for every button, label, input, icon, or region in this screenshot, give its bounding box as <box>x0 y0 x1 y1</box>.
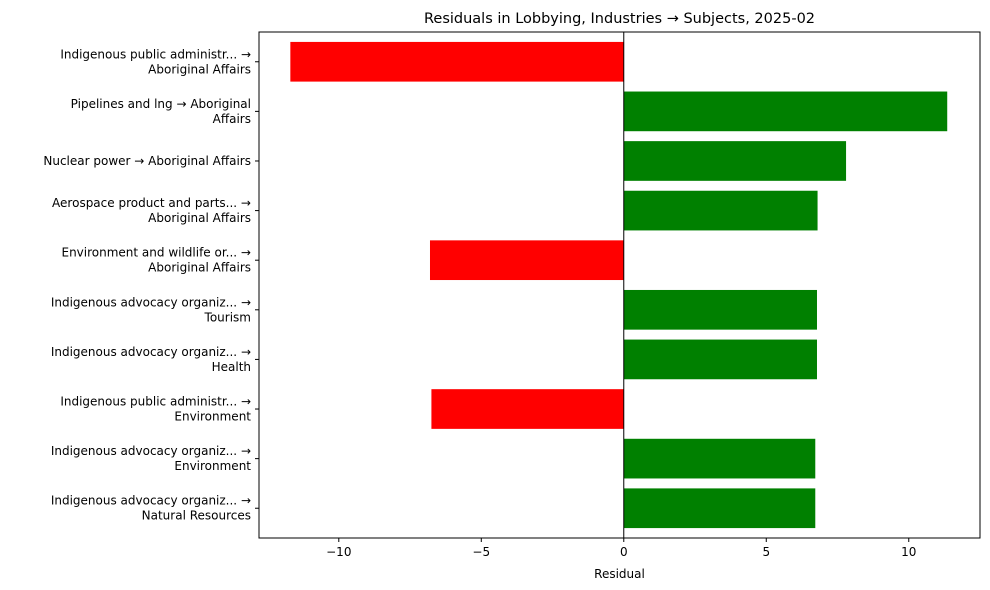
y-tick-label: Environment and wildlife or... → Aborigin… <box>61 246 251 275</box>
y-tick-label: Indigenous advocacy organiz... → Health <box>51 345 251 374</box>
bar-0 <box>290 41 624 82</box>
y-tick-label-line: Nuclear power → Aboriginal Affairs <box>43 154 251 168</box>
y-tick-label: Indigenous advocacy organiz... → Environm… <box>51 444 251 473</box>
x-tick-label: 5 <box>762 545 770 559</box>
y-tick-label-line: Environment and wildlife or... → <box>61 246 251 260</box>
y-tick-label-line: Natural Resources <box>142 509 251 523</box>
y-tick-label-line: Affairs <box>213 112 251 126</box>
bars-group <box>290 41 948 529</box>
bar-6 <box>623 339 817 380</box>
y-tick-label: Nuclear power → Aboriginal Affairs <box>43 154 251 168</box>
y-tick-label-line: Aboriginal Affairs <box>148 261 251 275</box>
y-tick-label: Indigenous advocacy organiz... → Natural … <box>51 494 251 523</box>
y-tick-label-line: Environment <box>174 410 251 424</box>
y-tick-label-line: Environment <box>174 459 251 473</box>
y-tick-label-line: Aerospace product and parts... → <box>52 196 251 210</box>
y-tick-label-line: Aboriginal Affairs <box>148 62 251 76</box>
bar-4 <box>429 240 624 281</box>
y-tick-label: Pipelines and lng → Aboriginal Affairs <box>71 97 251 126</box>
x-tick-label: 10 <box>901 545 916 559</box>
y-tick-label-line: Indigenous advocacy organiz... → <box>51 345 251 359</box>
y-tick-label-line: Indigenous advocacy organiz... → <box>51 444 251 458</box>
y-tick-label: Aerospace product and parts... → Aborigin… <box>52 196 251 225</box>
y-tick-label: Indigenous advocacy organiz... → Tourism <box>51 295 251 324</box>
y-tick-label-line: Indigenous public administr... → <box>60 47 251 61</box>
x-tick-label: 0 <box>620 545 628 559</box>
plot-frame <box>258 31 981 539</box>
bar-5 <box>623 289 817 330</box>
y-tick-label-line: Aboriginal Affairs <box>148 211 251 225</box>
y-tick-label-line: Health <box>212 360 251 374</box>
y-tick-label-line: Indigenous advocacy organiz... → <box>51 295 251 309</box>
bar-3 <box>623 190 818 231</box>
x-axis-ticks: −10 −5 0 5 10 <box>326 538 916 559</box>
x-tick-label: −10 <box>326 545 351 559</box>
y-tick-label-line: Indigenous public administr... → <box>60 395 251 409</box>
y-tick-label: Indigenous public administr... → Environm… <box>60 395 251 424</box>
y-tick-label-line: Indigenous advocacy organiz... → <box>51 494 251 508</box>
chart-title: Residuals in Lobbying, Industries → Subj… <box>424 11 815 27</box>
y-axis-ticks: Indigenous public administr... → Aborigin… <box>43 47 259 523</box>
bar-7 <box>431 389 624 429</box>
bar-1 <box>623 91 948 132</box>
x-axis-label: Residual <box>594 567 645 581</box>
bar-8 <box>623 438 816 479</box>
y-tick-label: Indigenous public administr... → Aborigin… <box>60 47 251 76</box>
y-tick-label-line: Pipelines and lng → Aboriginal <box>71 97 251 111</box>
bar-9 <box>623 488 816 529</box>
x-tick-label: −5 <box>472 545 490 559</box>
bar-2 <box>623 141 847 181</box>
y-tick-label-line: Tourism <box>204 310 251 324</box>
